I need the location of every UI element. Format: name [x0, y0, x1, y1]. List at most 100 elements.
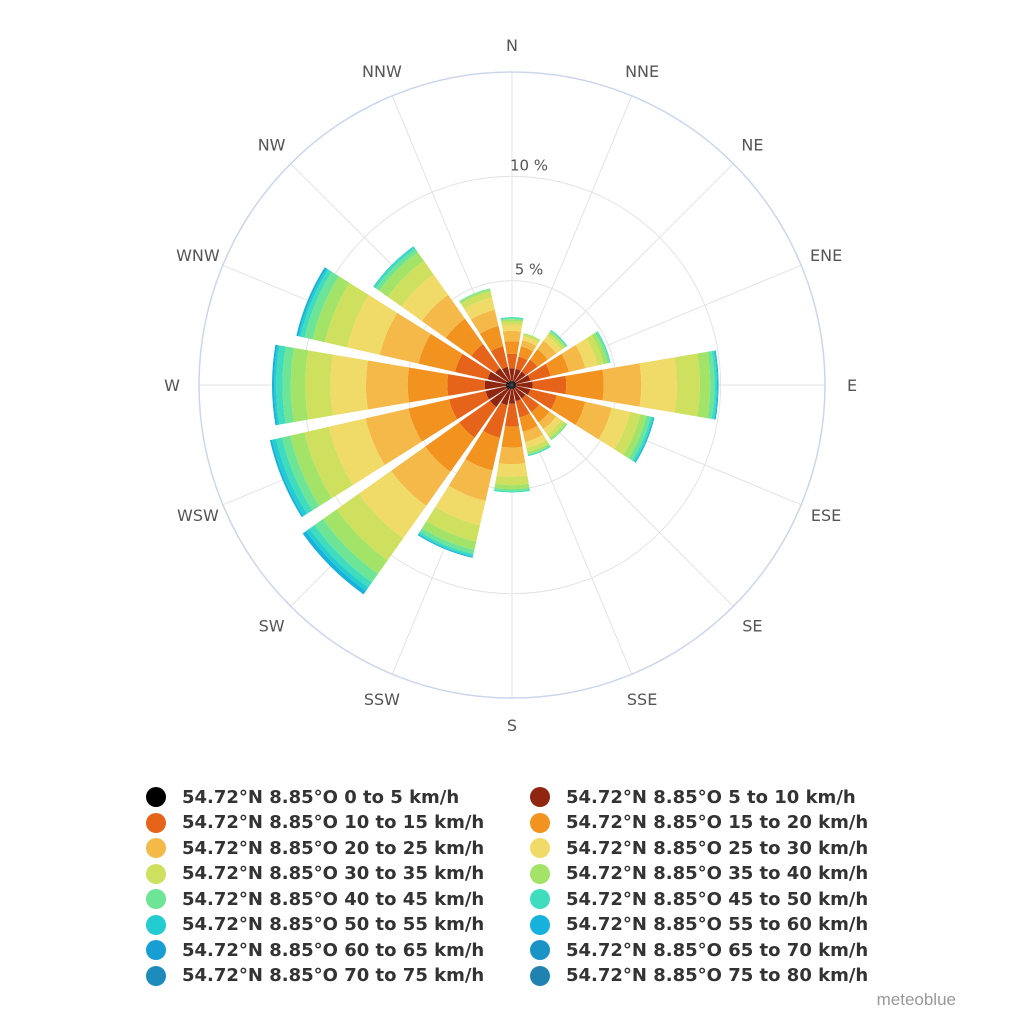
direction-label-sse: SSE	[627, 690, 657, 709]
bar-nnw-bin-3	[479, 326, 504, 352]
bar-n-bin-6	[501, 321, 523, 326]
bar-ese-bin-2	[527, 389, 557, 410]
bar-wsw-bin-9	[276, 437, 313, 514]
direction-label-se: SE	[742, 616, 762, 635]
bar-nw-bin-9	[374, 247, 416, 289]
bar-nw-bin-2	[471, 344, 500, 373]
bar-nw-bin-0	[508, 381, 512, 385]
bar-ese-bin-10	[633, 417, 654, 463]
bar-sw-bin-2	[459, 400, 497, 438]
bar-nw-bin-1	[494, 367, 510, 383]
bar-nw-bin-8	[375, 248, 418, 291]
bar-n-bin-1	[509, 368, 515, 381]
bar-ssw-bin-7	[422, 521, 477, 550]
bar-wsw-bin-2	[448, 391, 490, 420]
legend-item[interactable]: 54.72°N 8.85°O 45 to 50 km/h	[530, 888, 906, 910]
bar-wnw-bin-6	[324, 282, 369, 348]
legend-label: 54.72°N 8.85°O 15 to 20 km/h	[566, 812, 869, 833]
bar-ese-bin-3	[550, 395, 586, 425]
bar-n-bin-7	[500, 319, 524, 323]
bar-sse-bin-5	[524, 434, 547, 449]
legend-swatch	[530, 914, 550, 935]
bar-ssw-bin-0	[509, 385, 512, 390]
bar-ese-bin-9	[632, 416, 653, 462]
bar-wnw-bin-2	[455, 353, 491, 380]
bar-e-bin-6	[674, 353, 700, 417]
legend-item[interactable]: 54.72°N 8.85°O 70 to 75 km/h	[146, 965, 530, 987]
legend-label: 54.72°N 8.85°O 60 to 65 km/h	[182, 939, 485, 961]
direction-label-wnw: WNW	[176, 246, 220, 265]
bar-nne-bin-2	[515, 356, 528, 371]
bar-ene-bin-5	[575, 338, 598, 369]
direction-label-ese: ESE	[811, 506, 841, 525]
bar-ne-bin-9	[550, 329, 568, 347]
bar-sse-bin-4	[522, 425, 544, 442]
bar-nw-bin-7	[379, 252, 424, 297]
legend-item[interactable]: 54.72°N 8.85°O 60 to 65 km/h	[146, 939, 530, 961]
legend-swatch	[146, 863, 166, 884]
bar-n-bin-3	[504, 341, 520, 355]
bar-nw-bin-3	[445, 318, 484, 357]
bar-ene-bin-3	[545, 353, 569, 377]
legend-item[interactable]: 54.72°N 8.85°O 15 to 20 km/h	[530, 812, 906, 834]
legend-item[interactable]: 54.72°N 8.85°O 25 to 30 km/h	[530, 837, 906, 859]
bar-ene-bin-9	[596, 331, 611, 363]
bar-nnw-bin-0	[509, 380, 512, 385]
legend-item[interactable]: 54.72°N 8.85°O 55 to 60 km/h	[530, 914, 906, 936]
legend-item[interactable]: 54.72°N 8.85°O 10 to 15 km/h	[146, 812, 530, 834]
bar-sw-bin-0	[506, 385, 512, 391]
bar-sse-bin-1	[512, 388, 521, 402]
bar-sse-bin-7	[527, 443, 550, 455]
bar-n-bin-2	[506, 353, 518, 369]
legend-item[interactable]: 54.72°N 8.85°O 5 to 10 km/h	[530, 786, 906, 808]
bar-sw-bin-6	[336, 493, 404, 561]
bar-se-bin-5	[543, 416, 562, 435]
bar-n-bin-9	[500, 317, 524, 320]
bar-ese-bin-8	[628, 415, 651, 461]
bar-wsw-bin-8	[282, 435, 320, 511]
bar-sse-bin-0	[512, 385, 515, 390]
legend-item[interactable]: 54.72°N 8.85°O 0 to 5 km/h	[146, 786, 530, 808]
legend-item[interactable]: 54.72°N 8.85°O 35 to 40 km/h	[530, 863, 906, 885]
legend-label: 54.72°N 8.85°O 20 to 25 km/h	[182, 837, 485, 859]
legend-item[interactable]: 54.72°N 8.85°O 40 to 45 km/h	[146, 888, 530, 910]
bar-wsw-bin-0	[505, 385, 512, 389]
legend-item[interactable]: 54.72°N 8.85°O 30 to 35 km/h	[146, 863, 530, 885]
bar-sse-bin-8	[527, 445, 551, 456]
bar-w-bin-1	[484, 380, 506, 390]
bar-wnw-bin-3	[418, 333, 463, 373]
bar-ese-bin-6	[614, 411, 641, 455]
legend-item[interactable]: 54.72°N 8.85°O 75 to 80 km/h	[530, 965, 906, 987]
bar-ne-bin-6	[547, 333, 564, 350]
bar-sw-bin-4	[391, 446, 451, 506]
legend-label: 54.72°N 8.85°O 70 to 75 km/h	[182, 965, 485, 986]
bar-w-bin-0	[505, 383, 512, 387]
bar-e-bin-7	[697, 351, 711, 419]
bar-ne-bin-4	[537, 340, 557, 360]
bar-ese-bin-1	[515, 385, 531, 395]
bar-ssw-bin-4	[448, 459, 493, 501]
bar-wnw-bin-4	[379, 312, 431, 364]
bar-nne-bin-3	[518, 346, 534, 361]
direction-label-nne: NNE	[625, 62, 659, 81]
bar-e-bin-8	[707, 351, 715, 419]
bar-w-bin-2	[447, 374, 486, 396]
legend-swatch	[146, 965, 166, 986]
bar-wsw-bin-10	[271, 438, 308, 517]
legend-item[interactable]: 54.72°N 8.85°O 65 to 70 km/h	[530, 939, 906, 961]
bar-wnw-bin-7	[312, 276, 350, 343]
legend-item[interactable]: 54.72°N 8.85°O 20 to 25 km/h	[146, 837, 530, 859]
direction-label-nnw: NNW	[362, 62, 402, 81]
bar-s-bin-9	[493, 489, 531, 493]
legend-item[interactable]: 54.72°N 8.85°O 50 to 55 km/h	[146, 914, 530, 936]
bar-se-bin-8	[550, 423, 568, 441]
chart-labels: N NNE NE ENE E ESE SE SSE S SSW SW WSW W WNW NW NNW 5 % 1…	[164, 36, 857, 735]
bar-nnw-bin-8	[459, 288, 491, 302]
bar-nne-bin-1	[512, 368, 521, 382]
bar-s-bin-3	[501, 426, 523, 448]
direction-label-n: N	[506, 36, 518, 55]
bar-nw-bin-4	[421, 294, 465, 338]
bar-w-bin-11	[272, 344, 278, 426]
bar-wnw-bin-10	[298, 268, 329, 337]
